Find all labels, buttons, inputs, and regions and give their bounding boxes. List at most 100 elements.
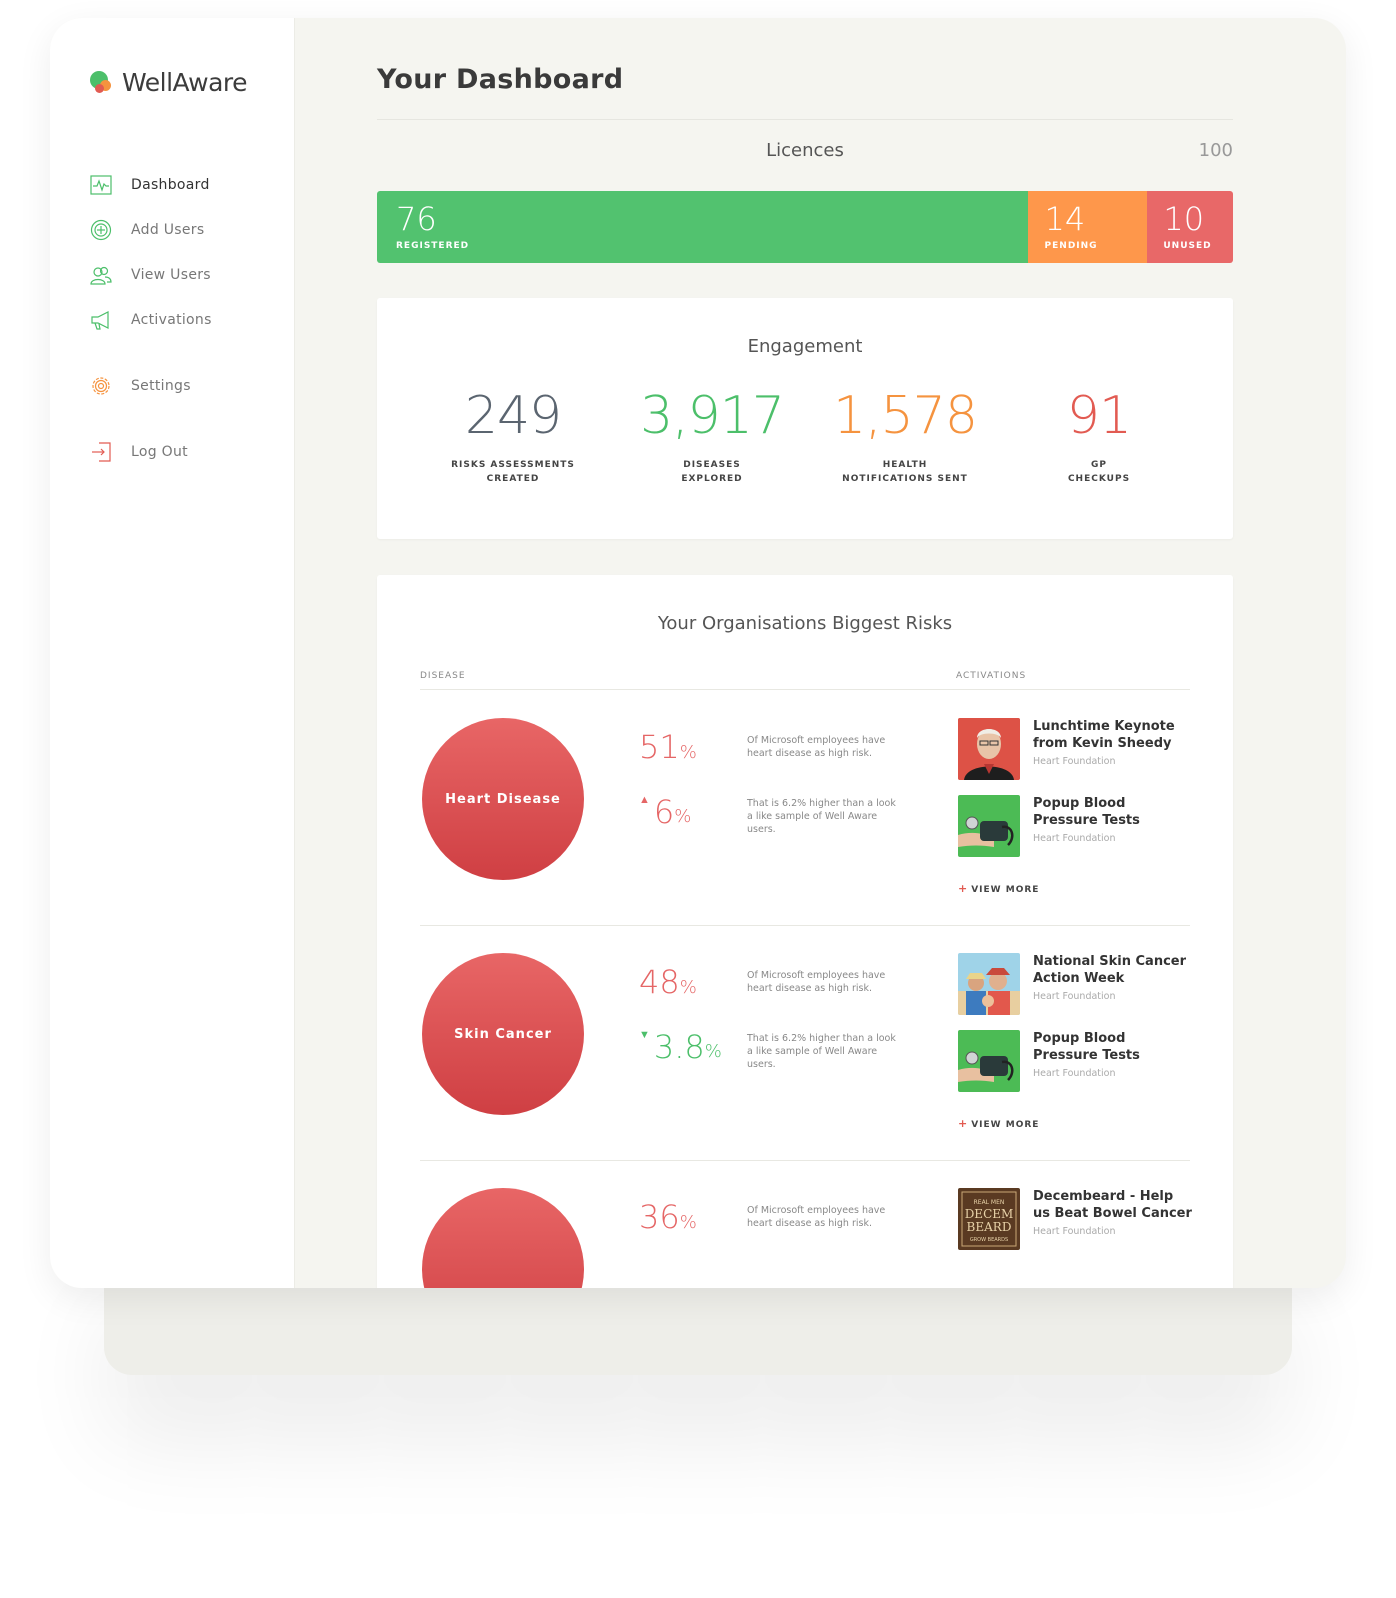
stat-diseases-explored: 3,917 DISEASES EXPLORED — [612, 390, 812, 486]
unused-count: 10 — [1163, 200, 1205, 238]
stat-caption: DISEASES EXPLORED — [612, 458, 812, 486]
stat-caption: RISKS ASSESSMENTS CREATED — [413, 458, 613, 486]
sidebar-item-label: Log Out — [131, 444, 188, 460]
column-header-disease: DISEASE — [420, 671, 466, 681]
brand-logo[interactable]: WellAware — [90, 68, 248, 97]
unused-label: UNUSED — [1163, 241, 1212, 251]
activation-source: Heart Foundation — [1033, 1068, 1116, 1079]
risk-percentage-description: Of Microsoft employees have heart diseas… — [747, 1205, 886, 1229]
sidebar-item-view-users[interactable]: View Users — [90, 264, 211, 286]
activation-item[interactable]: Popup Blood Pressure Tests Heart Foundat… — [958, 795, 1193, 857]
arrow-up-icon: ▲ — [639, 793, 650, 806]
sidebar-item-add-users[interactable]: Add Users — [90, 219, 204, 241]
risk-percentage: 48% — [639, 963, 697, 1001]
view-more-link[interactable]: + VIEW MORE — [958, 882, 1039, 895]
licences-label: Licences — [766, 140, 844, 161]
svg-text:REAL MEN: REAL MEN — [974, 1199, 1005, 1206]
sidebar-item-label: Settings — [131, 378, 191, 394]
stat-risk-assessments: 249 RISKS ASSESSMENTS CREATED — [413, 390, 613, 486]
sidebar-item-log-out[interactable]: Log Out — [90, 441, 188, 463]
column-header-activations: ACTIVATIONS — [956, 671, 1027, 681]
risk-delta-value: 3.8 — [653, 1028, 705, 1066]
pending-label: PENDING — [1044, 241, 1098, 251]
registered-count: 76 — [396, 200, 437, 238]
activation-item[interactable]: Lunchtime Keynote from Kevin Sheedy Hear… — [958, 718, 1193, 780]
megaphone-icon — [91, 311, 109, 330]
unused-segment[interactable]: 10 UNUSED — [1147, 191, 1233, 263]
dashboard-icon — [90, 175, 112, 195]
licence-bar: 76 REGISTERED 14 PENDING 10 UNUSED — [377, 191, 1233, 263]
stat-caption-line: HEALTH — [882, 460, 928, 470]
activation-source: Heart Foundation — [1033, 833, 1116, 844]
logo-mark-icon — [90, 70, 114, 95]
percent-unit: % — [679, 742, 697, 763]
svg-text:DECEM: DECEM — [965, 1207, 1014, 1221]
activation-item[interactable]: Popup Blood Pressure Tests Heart Foundat… — [958, 1030, 1193, 1092]
risk-delta-value: 6 — [653, 793, 675, 831]
risks-title: Your Organisations Biggest Risks — [657, 613, 953, 634]
sidebar-item-label: Activations — [131, 312, 212, 328]
registered-label: REGISTERED — [396, 241, 470, 251]
logout-icon — [92, 442, 111, 462]
activation-item[interactable]: REAL MEN DECEM BEARD GROW BEARDS Decembe… — [958, 1188, 1193, 1250]
stat-caption-line: NOTIFICATIONS SENT — [842, 474, 968, 484]
beach-family-photo-thumbnail — [958, 953, 1020, 1015]
risk-percentage-value: 48 — [639, 963, 680, 1001]
risk-delta-description: That is 6.2% higher than a look a like s… — [747, 798, 896, 835]
divider — [377, 119, 1233, 120]
svg-text:GROW BEARDS: GROW BEARDS — [970, 1237, 1008, 1243]
portrait-photo-thumbnail — [958, 718, 1020, 780]
risk-circle-skin-cancer[interactable]: Skin Cancer — [422, 953, 584, 1115]
stat-caption-line: CHECKUPS — [1067, 474, 1131, 484]
arrow-down-icon: ▼ — [639, 1028, 650, 1041]
blood-pressure-photo-thumbnail — [958, 795, 1020, 857]
main-content: Your Dashboard Licences 100 76 REGISTERE… — [295, 18, 1346, 1288]
activation-item[interactable]: National Skin Cancer Action Week Heart F… — [958, 953, 1193, 1015]
engagement-title: Engagement — [747, 336, 863, 357]
risk-percentage: 51% — [639, 728, 697, 766]
users-icon — [90, 266, 112, 285]
stat-value: 249 — [464, 386, 562, 446]
stat-caption: HEALTH NOTIFICATIONS SENT — [805, 458, 1005, 486]
percent-unit: % — [704, 1041, 722, 1062]
activation-title: National Skin Cancer Action Week — [1033, 954, 1187, 986]
stat-value: 91 — [1066, 386, 1132, 446]
activation-source: Heart Foundation — [1033, 756, 1116, 767]
risk-circle-heart-disease[interactable]: Heart Disease — [422, 718, 584, 880]
decembeard-logo-thumbnail: REAL MEN DECEM BEARD GROW BEARDS — [958, 1188, 1020, 1250]
pending-count: 14 — [1044, 200, 1086, 238]
sidebar: WellAware Dashboard Add Users — [50, 18, 295, 1288]
stat-caption-line: DISEASES — [683, 460, 741, 470]
biggest-risks-card: Your Organisations Biggest Risks DISEASE… — [377, 575, 1233, 1288]
risk-percentage-value: 51 — [639, 728, 680, 766]
licences-total: 100 — [1198, 140, 1233, 161]
sidebar-item-activations[interactable]: Activations — [90, 309, 212, 331]
engagement-card: Engagement 249 RISKS ASSESSMENTS CREATED… — [377, 298, 1233, 539]
sidebar-item-dashboard[interactable]: Dashboard — [90, 174, 210, 196]
pending-segment[interactable]: 14 PENDING — [1027, 191, 1148, 263]
stat-caption-line: RISKS ASSESSMENTS — [451, 460, 575, 470]
app-window: WellAware Dashboard Add Users — [50, 18, 1346, 1288]
view-more-link[interactable]: + VIEW MORE — [958, 1117, 1039, 1130]
stat-health-notifications: 1,578 HEALTH NOTIFICATIONS SENT — [805, 390, 1005, 486]
gear-icon — [92, 377, 110, 395]
sidebar-item-label: View Users — [131, 267, 211, 283]
registered-segment[interactable]: 76 REGISTERED — [377, 191, 1028, 263]
plus-icon: + — [958, 1117, 969, 1130]
risk-percentage-description: Of Microsoft employees have heart diseas… — [747, 735, 886, 759]
brand-name: WellAware — [122, 68, 248, 97]
divider — [420, 689, 1190, 690]
activation-title: Popup Blood Pressure Tests — [1033, 796, 1140, 828]
svg-text:BEARD: BEARD — [967, 1220, 1012, 1234]
risk-circle[interactable] — [422, 1188, 584, 1288]
percent-unit: % — [674, 806, 692, 827]
divider — [420, 1160, 1190, 1161]
view-more-label: VIEW MORE — [971, 1120, 1040, 1130]
risk-delta: ▼ 3.8% — [639, 1028, 722, 1066]
activation-title: Popup Blood Pressure Tests — [1033, 1031, 1140, 1063]
stat-caption-line: CREATED — [486, 474, 540, 484]
sidebar-item-settings[interactable]: Settings — [90, 375, 191, 397]
activation-title: Decembeard - Help us Beat Bowel Cancer — [1033, 1189, 1192, 1221]
stat-value: 1,578 — [833, 386, 978, 446]
risk-name: Skin Cancer — [454, 1026, 552, 1042]
